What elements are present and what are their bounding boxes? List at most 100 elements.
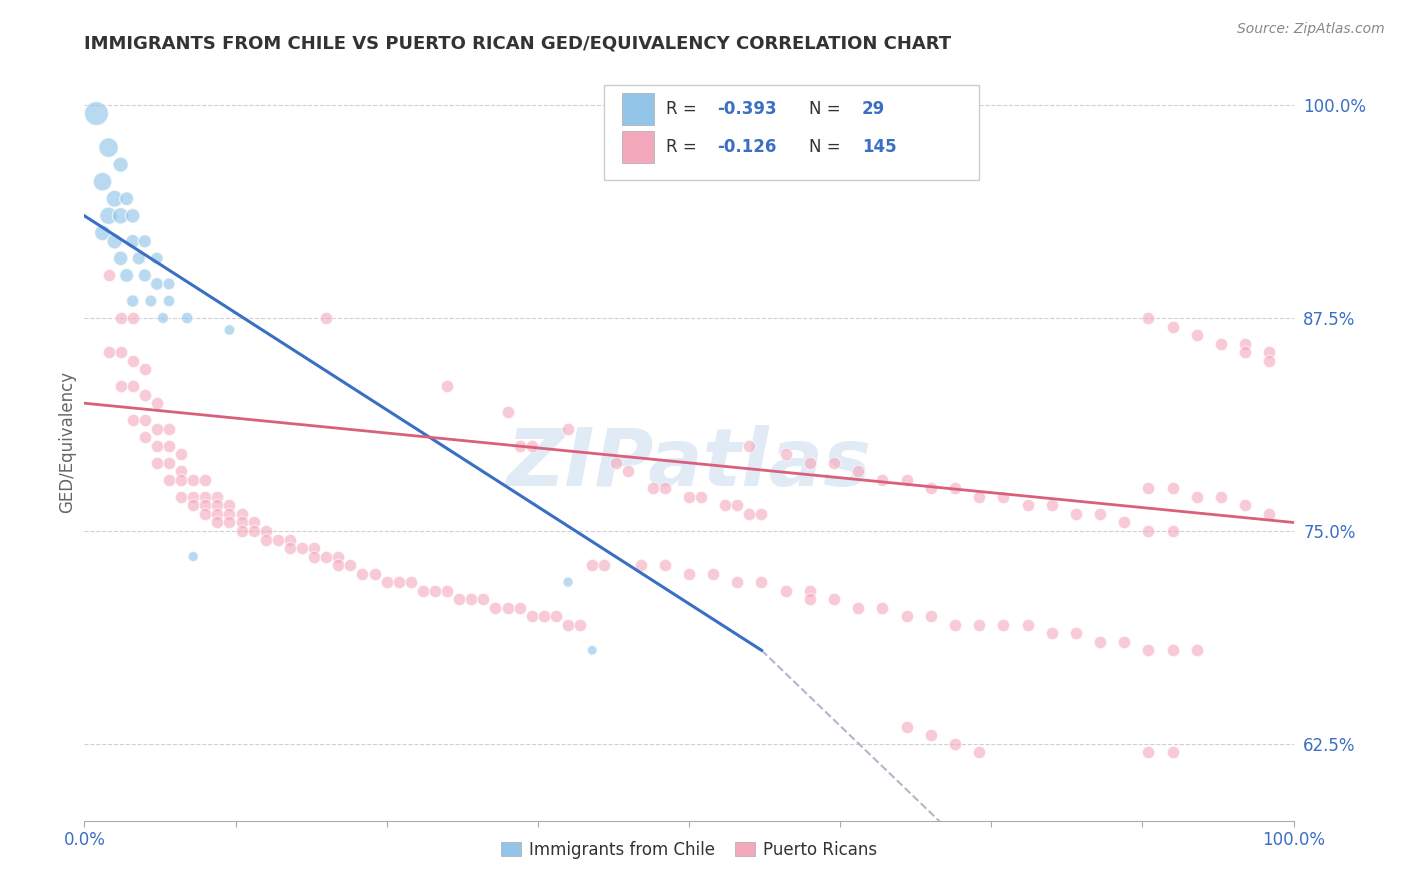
Point (231, 507, 253, 521)
Y-axis label: GED/Equivalency: GED/Equivalency (58, 370, 76, 513)
Point (157, 422, 180, 436)
Point (799, 592, 821, 607)
Point (146, 277, 169, 291)
Point (509, 439, 531, 453)
Point (121, 235, 143, 249)
Point (702, 566, 724, 581)
Point (1137, 311, 1160, 326)
Point (593, 558, 616, 572)
Point (328, 558, 350, 572)
Point (278, 533, 301, 547)
Point (134, 268, 156, 283)
Point (967, 746, 990, 760)
Point (617, 464, 640, 478)
Point (943, 482, 966, 496)
Point (678, 490, 700, 504)
Point (1209, 336, 1232, 351)
Point (1258, 353, 1281, 368)
Point (91, 175, 114, 189)
Point (460, 592, 482, 607)
Text: N =: N = (808, 137, 845, 155)
Point (630, 558, 652, 572)
Point (110, 252, 132, 266)
Point (352, 566, 374, 581)
Point (751, 507, 773, 521)
Point (242, 524, 264, 538)
Point (1185, 643, 1208, 657)
Point (363, 566, 385, 581)
Point (134, 413, 156, 427)
Point (920, 609, 942, 624)
Text: 29: 29 (862, 100, 886, 118)
Point (315, 549, 337, 564)
Point (218, 507, 240, 521)
Text: R =: R = (666, 100, 702, 118)
Point (993, 490, 1015, 504)
Point (943, 617, 966, 632)
Point (121, 353, 143, 368)
Point (896, 473, 918, 487)
Point (399, 575, 422, 590)
Point (134, 362, 156, 376)
Point (194, 507, 217, 521)
Point (97, 345, 120, 359)
Point (1017, 499, 1039, 513)
Point (181, 490, 204, 504)
Point (231, 524, 253, 538)
Point (967, 490, 990, 504)
Text: N =: N = (808, 100, 845, 118)
Point (1185, 490, 1208, 504)
Point (315, 311, 337, 326)
Text: IMMIGRANTS FROM CHILE VS PUERTO RICAN GED/EQUIVALENCY CORRELATION CHART: IMMIGRANTS FROM CHILE VS PUERTO RICAN GE… (84, 35, 952, 53)
Point (157, 277, 180, 291)
Point (375, 575, 398, 590)
Point (654, 558, 676, 572)
Point (1114, 634, 1136, 648)
Point (1040, 499, 1063, 513)
Point (967, 617, 990, 632)
Point (641, 482, 664, 496)
Point (738, 507, 761, 521)
Point (520, 439, 543, 453)
Point (799, 583, 821, 598)
Point (110, 209, 132, 223)
Point (725, 575, 748, 590)
Point (533, 609, 555, 624)
Point (509, 600, 531, 615)
Point (110, 379, 132, 393)
Point (194, 473, 217, 487)
Point (823, 592, 845, 607)
Point (170, 473, 193, 487)
Point (412, 583, 434, 598)
Point (86, 106, 108, 120)
Point (678, 566, 700, 581)
FancyBboxPatch shape (605, 85, 979, 180)
Point (176, 311, 198, 326)
Point (170, 490, 193, 504)
Point (436, 583, 458, 598)
Point (146, 252, 169, 266)
Text: R =: R = (666, 137, 702, 155)
Point (115, 268, 138, 283)
Point (146, 456, 169, 470)
Point (218, 323, 240, 337)
Point (97, 268, 120, 283)
Point (496, 405, 519, 419)
Point (157, 293, 180, 308)
Point (91, 226, 114, 240)
Point (1185, 328, 1208, 343)
Point (1234, 345, 1257, 359)
FancyBboxPatch shape (623, 93, 654, 125)
Point (846, 464, 869, 478)
Point (134, 387, 156, 401)
Point (823, 456, 845, 470)
Point (993, 617, 1015, 632)
Point (605, 456, 627, 470)
Point (110, 158, 132, 172)
Point (1088, 507, 1111, 521)
Point (654, 482, 676, 496)
Point (121, 311, 143, 326)
Point (104, 235, 127, 249)
Point (207, 507, 229, 521)
Text: Source: ZipAtlas.com: Source: ZipAtlas.com (1237, 22, 1385, 37)
